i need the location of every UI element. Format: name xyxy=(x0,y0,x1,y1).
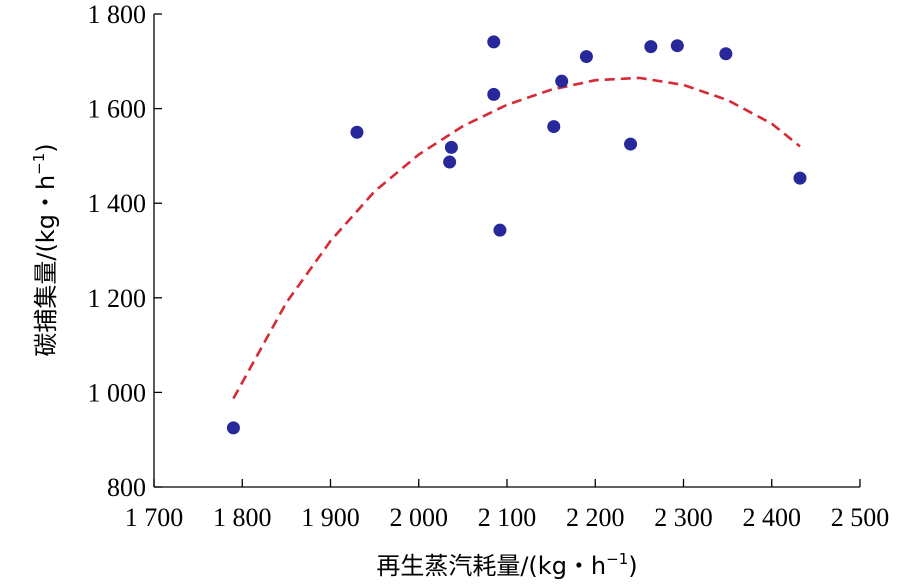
x-axis-title: 再生蒸汽耗量/(kg・h−1) xyxy=(376,550,637,580)
y-axis-title-close: ) xyxy=(32,143,60,152)
x-tick-label: 1 900 xyxy=(301,503,360,532)
x-tick-label: 2 200 xyxy=(566,503,625,532)
data-point xyxy=(624,137,638,151)
x-tick-label: 2 000 xyxy=(390,503,449,532)
y-axis-title-main: 碳捕集量/(kg・h xyxy=(32,175,60,357)
data-points xyxy=(226,35,807,435)
x-tick-label: 2 100 xyxy=(478,503,537,532)
x-tick-label: 2 500 xyxy=(831,503,890,532)
data-point xyxy=(555,74,569,88)
y-tick-label: 1 600 xyxy=(88,95,147,124)
data-point xyxy=(487,35,501,49)
data-point xyxy=(487,87,501,101)
x-tick-label: 1 700 xyxy=(125,503,184,532)
data-point xyxy=(443,155,457,169)
y-tick-label: 1 800 xyxy=(88,0,147,29)
y-axis-title: 碳捕集量/(kg・h−1) xyxy=(30,143,60,356)
y-tick-label: 1 000 xyxy=(88,378,147,407)
y-tick-label: 800 xyxy=(107,473,146,502)
data-point xyxy=(793,171,807,185)
x-tick-label: 1 800 xyxy=(213,503,272,532)
data-point xyxy=(644,40,658,54)
x-ticks: 1 700 1 800 1 900 2 000 2 100 2 200 2 300 2 400… xyxy=(125,479,890,532)
data-point xyxy=(444,140,458,154)
data-point xyxy=(493,223,507,237)
data-point xyxy=(226,421,240,435)
x-axis-title-main: 再生蒸汽耗量/(kg・h xyxy=(376,552,606,580)
y-tick-label: 1 200 xyxy=(88,284,147,313)
y-tick-label: 1 400 xyxy=(88,189,147,218)
fit-curve xyxy=(232,76,801,400)
x-tick-label: 2 400 xyxy=(743,503,802,532)
x-axis-title-close: ) xyxy=(628,552,637,580)
y-axis-title-superscript: −1 xyxy=(30,153,48,175)
x-axis-title-superscript: −1 xyxy=(606,550,628,568)
data-point xyxy=(719,47,733,61)
data-point xyxy=(547,120,561,134)
data-point xyxy=(670,39,684,53)
axes xyxy=(153,14,860,488)
y-ticks: 800 1 000 1 200 1 400 1 600 1 800 xyxy=(88,0,162,502)
x-tick-label: 2 300 xyxy=(654,503,713,532)
data-point xyxy=(350,125,364,139)
data-point xyxy=(579,50,593,64)
